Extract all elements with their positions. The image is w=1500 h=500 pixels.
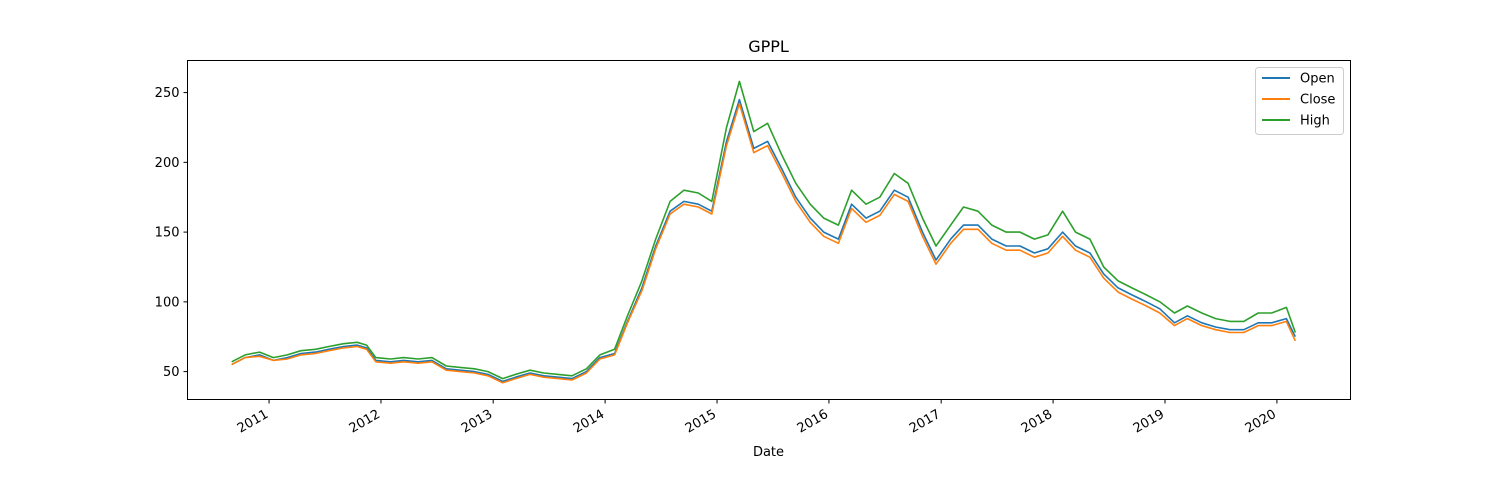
series-line-open bbox=[231, 98, 1297, 383]
legend-items: Open Close High bbox=[1262, 72, 1335, 129]
series-layer bbox=[231, 80, 1297, 384]
y-tick-label: 50 bbox=[163, 365, 180, 380]
y-tick-label: 250 bbox=[155, 86, 180, 101]
chart-title: GPPL bbox=[748, 37, 789, 56]
legend-label-open: Open bbox=[1300, 72, 1335, 87]
y-tick-label: 150 bbox=[155, 226, 180, 241]
y-tick-label: 200 bbox=[155, 156, 180, 171]
x-axis-label: Date bbox=[753, 445, 784, 460]
legend: Open Close High bbox=[1255, 67, 1344, 135]
y-tick-label: 100 bbox=[155, 295, 180, 310]
series-line-close bbox=[231, 102, 1297, 384]
legend-label-high: High bbox=[1300, 114, 1330, 129]
legend-frame bbox=[1255, 67, 1344, 135]
series-line-high bbox=[231, 80, 1297, 380]
plot-frame bbox=[187, 60, 1351, 400]
y-axis: 50 100 150 200 250 bbox=[155, 86, 188, 380]
legend-label-close: Close bbox=[1300, 93, 1335, 108]
